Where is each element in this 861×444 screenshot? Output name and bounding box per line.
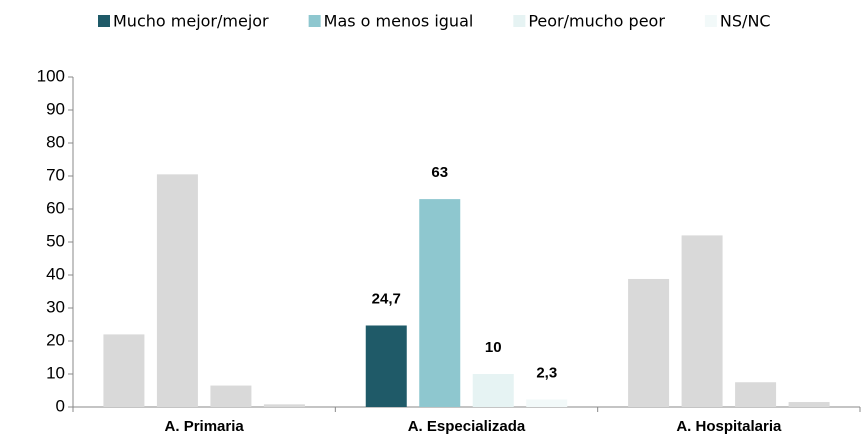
- legend-swatch: [513, 15, 526, 27]
- value-label: 24,7: [372, 290, 401, 307]
- y-tick-label: 10: [46, 363, 65, 382]
- bar: [472, 374, 514, 407]
- bar: [210, 385, 252, 407]
- y-tick-label: 30: [46, 297, 65, 316]
- bar: [419, 199, 461, 407]
- bar: [156, 174, 198, 407]
- legend-swatch: [308, 15, 321, 27]
- bar: [735, 382, 777, 407]
- bar: [628, 278, 670, 407]
- bar: [365, 325, 407, 407]
- y-tick-label: 70: [46, 165, 65, 184]
- bar: [681, 235, 723, 407]
- x-tick-label: A. Hospitalaria: [676, 418, 782, 435]
- legend-label: Mucho mejor/mejor: [113, 12, 269, 31]
- legend-swatch: [98, 15, 110, 27]
- legend-label: Peor/mucho peor: [528, 12, 665, 31]
- y-tick-label: 100: [37, 66, 65, 85]
- legend-label: Mas o menos igual: [324, 12, 474, 31]
- y-tick-label: 50: [46, 231, 65, 250]
- y-tick-label: 80: [46, 132, 65, 151]
- x-tick-label: A. Primaria: [165, 418, 245, 435]
- value-label: 2,3: [536, 364, 557, 381]
- bar: [526, 399, 568, 407]
- bar: [788, 402, 830, 407]
- legend-label: NS/NC: [720, 12, 771, 31]
- y-tick-label: 60: [46, 198, 65, 217]
- value-label: 10: [485, 339, 502, 356]
- y-tick-label: 40: [46, 264, 65, 283]
- y-tick-label: 0: [56, 396, 65, 415]
- x-tick-label: A. Especializada: [408, 418, 526, 435]
- value-label: 63: [431, 164, 448, 181]
- bar: [103, 334, 145, 407]
- legend-swatch: [704, 15, 717, 27]
- y-tick-label: 90: [46, 99, 65, 118]
- bar: [263, 404, 305, 407]
- y-tick-label: 20: [46, 330, 65, 349]
